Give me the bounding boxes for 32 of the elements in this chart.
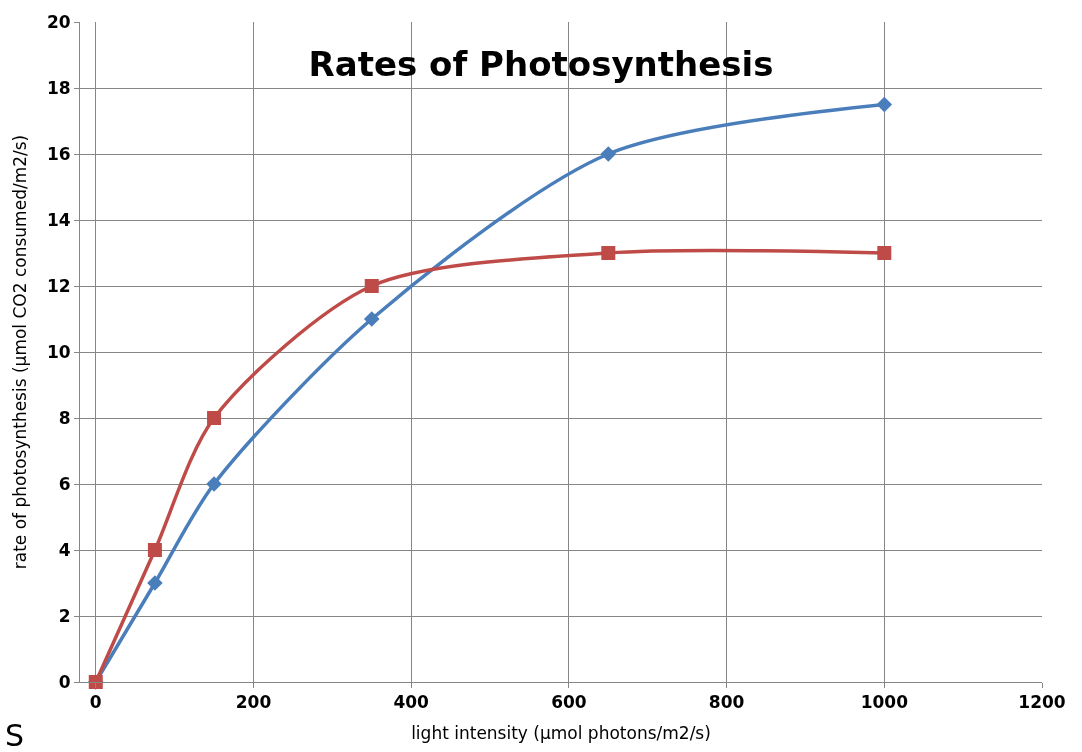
point: [600, 146, 617, 162]
x-tick-label: 600: [551, 692, 587, 713]
text: S: [5, 718, 25, 752]
x-tick-label: 800: [708, 692, 745, 713]
point: [601, 246, 616, 260]
y-tick-label: 8: [58, 407, 71, 428]
y-tick-label: 10: [46, 341, 71, 362]
y-tick-label: 4: [58, 539, 71, 560]
x-tick-label: 1000: [860, 692, 909, 713]
text: Rates of Photosynthesis: [308, 44, 774, 85]
x-tick-label: 1200: [1018, 692, 1066, 713]
point: [206, 476, 222, 492]
y-tick-label: 14: [46, 209, 71, 230]
x-tick-label: 200: [235, 692, 272, 713]
y-tick-label: 18: [46, 77, 71, 98]
point: [207, 411, 222, 425]
x-axis-title: light intensity (µmol photons/m2/s): [411, 722, 711, 743]
y-tick-label: 0: [58, 671, 71, 692]
point: [364, 279, 379, 293]
y-tick-label: 20: [46, 11, 71, 32]
point: [147, 543, 162, 557]
y-tick-label: 12: [46, 275, 71, 296]
y-axis-title: rate of photosynthesis (µmol CO2 consumed/m2/s): [10, 134, 31, 570]
point: [877, 246, 892, 260]
y-tick-label: 6: [58, 473, 71, 494]
y-tick-label: 16: [46, 143, 71, 164]
x-tick-label: 400: [393, 692, 430, 713]
point: [363, 311, 380, 327]
x-tick-label: 0: [89, 692, 102, 713]
y-tick-label: 2: [58, 605, 71, 626]
point: [147, 575, 163, 591]
point: [876, 96, 893, 113]
